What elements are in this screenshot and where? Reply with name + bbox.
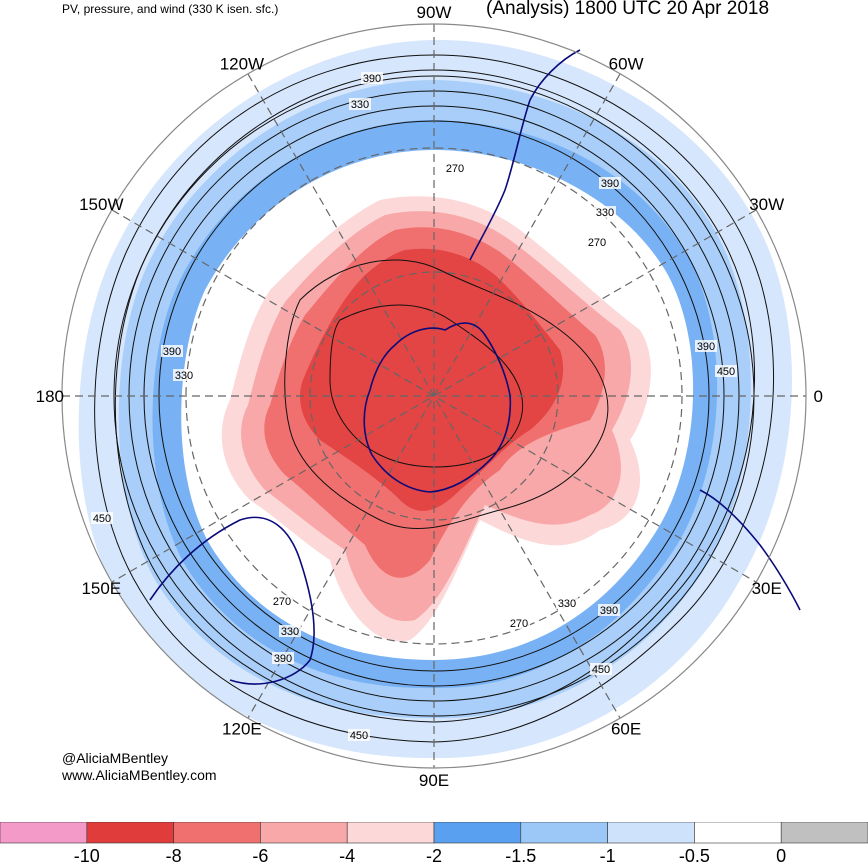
- contour-label-bg: [161, 345, 183, 357]
- contour-label-10: 450: [93, 513, 111, 525]
- contour-label-bg: [361, 72, 383, 84]
- colorbar-tick-label-0: -10: [73, 846, 100, 866]
- lon-label-0: 90W: [417, 3, 452, 22]
- lon-label-11: 120W: [220, 54, 264, 73]
- contour-label-bg: [349, 98, 371, 110]
- contour-label-16: 390: [600, 605, 618, 617]
- contour-label-bg: [272, 652, 294, 664]
- colorbar-tick-label-5: -1.5: [505, 846, 537, 866]
- contour-label-18: 450: [350, 730, 368, 742]
- colorbar-swatch-2: [173, 822, 261, 844]
- colorbar-tick-label-6: -1: [599, 846, 616, 866]
- contour-label-9: 330: [175, 370, 193, 382]
- contour-label-1: 330: [351, 99, 369, 111]
- colorbar-swatch-3: [260, 822, 348, 844]
- contour-label-bg: [348, 729, 370, 741]
- colorbar-swatch-9: [780, 822, 868, 844]
- longitude-labels: 90W 60W 30W 0 30E 60E 90E 120E 150E 180 150W 120W: [36, 3, 823, 790]
- colorbar-tick-label-3: -4: [339, 846, 356, 866]
- contour-label-3: 390: [601, 178, 619, 190]
- lon-label-2: 30W: [749, 195, 784, 214]
- contour-label-17: 450: [592, 664, 610, 676]
- contour-label-bg: [695, 340, 717, 352]
- colorbar-tick-label-8: 0: [776, 846, 787, 866]
- contour-label-bg: [594, 206, 616, 218]
- contour-label-2: 270: [446, 163, 464, 175]
- contour-label-bg: [586, 236, 608, 248]
- contour-label-bg: [173, 369, 195, 381]
- contour-label-bg: [91, 512, 113, 524]
- chart-title-right: (Analysis) 1800 UTC 20 Apr 2018: [486, 0, 770, 19]
- contour-label-12: 330: [281, 626, 299, 638]
- south-america-coast: [469, 49, 581, 261]
- contour-labels: 390 330 270 390 330 270 390 450 390 330 450 270 330 3…: [91, 72, 737, 742]
- colorbar-swatch-6: [520, 822, 608, 844]
- australia-coast: [149, 516, 315, 685]
- lon-label-1: 60W: [609, 54, 644, 73]
- colorbar-tick-label-4: -2: [425, 846, 443, 866]
- antarctica-coast: [363, 322, 512, 493]
- contour-label-bg: [556, 597, 578, 609]
- polar-map: 90W 60W 30W 0 30E 60E 90E 120E 150E 180 150W 120W 3…: [36, 3, 823, 790]
- lon-label-7: 120E: [222, 720, 262, 739]
- colorbar-tick-label-1: -8: [165, 846, 182, 866]
- contour-label-0: 390: [363, 73, 381, 85]
- colorbar: [0, 822, 868, 844]
- contour-label-bg: [279, 625, 301, 637]
- contour-label-13: 390: [274, 653, 292, 665]
- credit-website: www.AliciaMBentley.com: [62, 767, 217, 783]
- contour-label-bg: [508, 617, 530, 629]
- pv-core-deep-red: [300, 248, 564, 511]
- contour-label-14: 330: [558, 598, 576, 610]
- contour-label-15: 270: [510, 618, 528, 630]
- credit-twitter: @AliciaMBentley: [62, 750, 169, 766]
- contour-label-7: 450: [717, 366, 735, 378]
- colorbar-swatch-0: [0, 822, 88, 844]
- colorbar-swatch-8: [694, 822, 782, 844]
- contour-label-bg: [599, 177, 621, 189]
- graticule: [62, 24, 806, 768]
- lon-label-4: 30E: [752, 579, 782, 598]
- lon-label-6: 90E: [419, 771, 449, 790]
- lon-label-3: 0: [813, 387, 822, 406]
- africa-coast: [699, 489, 801, 611]
- colorbar-tick-label-7: -0.5: [678, 846, 710, 866]
- chart-title-left: PV, pressure, and wind (330 K isen. sfc.…: [62, 2, 279, 16]
- colorbar-swatch-7: [607, 822, 695, 844]
- contour-label-bg: [590, 663, 612, 675]
- lon-label-9: 180: [36, 387, 64, 406]
- colorbar-swatch-5: [433, 822, 522, 844]
- colorbar-swatch-4: [346, 822, 435, 844]
- pv-field: [78, 39, 793, 759]
- contour-label-bg: [598, 604, 620, 616]
- contour-label-8: 390: [163, 346, 181, 358]
- contour-label-6: 390: [697, 341, 715, 353]
- contour-label-bg: [271, 595, 293, 607]
- lon-label-8: 150E: [81, 579, 121, 598]
- colorbar-tick-label-2: -6: [252, 846, 269, 866]
- contour-label-4: 330: [596, 207, 614, 219]
- lon-label-5: 60E: [611, 720, 641, 739]
- lon-label-10: 150W: [79, 195, 123, 214]
- contour-label-bg: [715, 365, 737, 377]
- contour-label-bg: [444, 162, 466, 174]
- map-border: [61, 23, 807, 769]
- contour-label-11: 270: [273, 596, 291, 608]
- colorbar-swatch-1: [86, 822, 174, 844]
- coastlines: [149, 49, 801, 685]
- contour-label-5: 270: [588, 237, 606, 249]
